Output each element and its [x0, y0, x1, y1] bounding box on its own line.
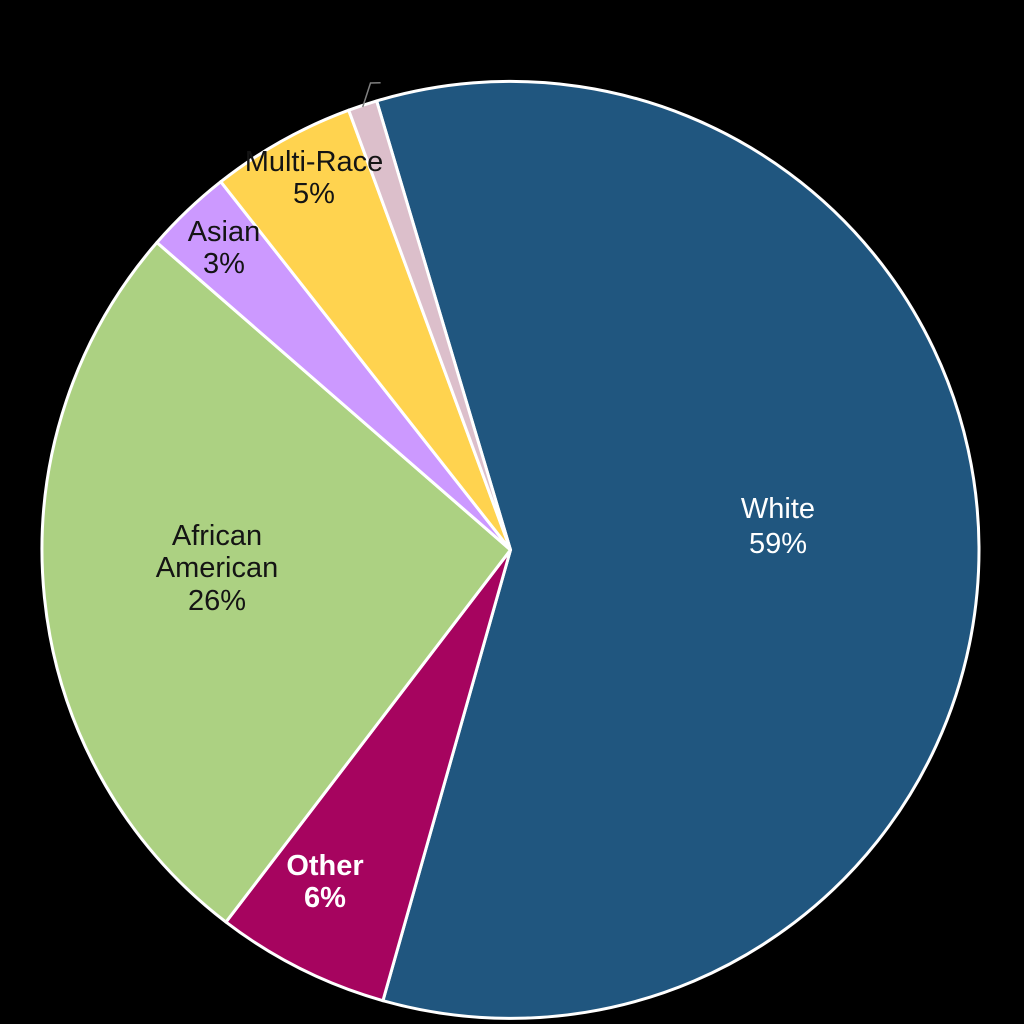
svg-text:Asian: Asian: [188, 216, 261, 248]
svg-text:26%: 26%: [188, 585, 246, 617]
svg-text:59%: 59%: [749, 528, 807, 560]
svg-text:Multi-Race: Multi-Race: [245, 146, 384, 178]
svg-text:5%: 5%: [293, 178, 335, 210]
svg-text:Other: Other: [286, 850, 363, 882]
svg-text:American: American: [156, 552, 279, 584]
svg-text:White: White: [741, 493, 815, 525]
svg-text:African: African: [172, 520, 262, 552]
svg-text:3%: 3%: [203, 248, 245, 280]
svg-text:6%: 6%: [304, 882, 346, 914]
